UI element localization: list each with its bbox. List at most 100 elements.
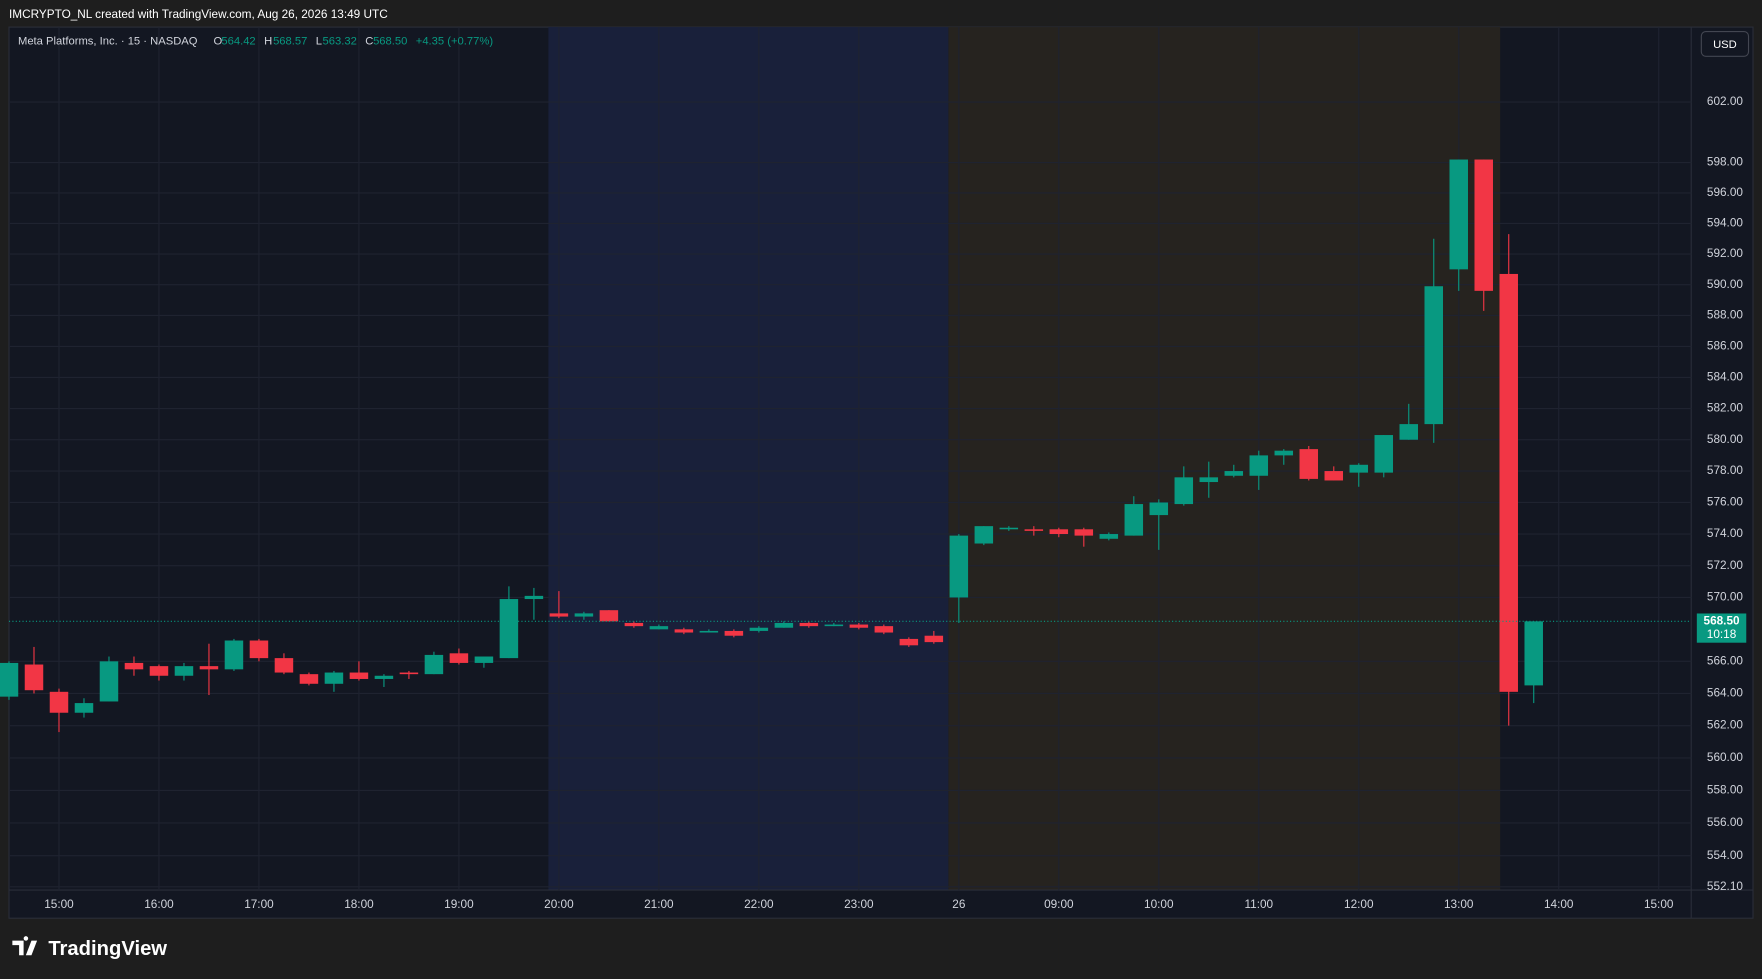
candle-body [574, 613, 594, 617]
candle-body [224, 640, 244, 670]
footer-brand: TradingView [48, 938, 167, 960]
session-band [548, 27, 949, 891]
legend-open: 564.42 [221, 36, 255, 48]
candle-body [1074, 529, 1094, 536]
candle-body [699, 630, 719, 633]
y-tick-label: 598.00 [1707, 156, 1743, 169]
y-tick-label: 566.00 [1707, 654, 1743, 667]
candle-body [174, 666, 194, 676]
x-tick-label: 22:00 [744, 898, 774, 911]
candle-body [1299, 449, 1319, 479]
y-tick-label: 560.00 [1707, 751, 1743, 764]
candle-body [1199, 477, 1219, 483]
legend-low-label: L [316, 36, 322, 48]
x-tick-label: 23:00 [844, 898, 874, 911]
candle-body [249, 640, 269, 659]
candle-body [999, 527, 1019, 530]
y-tick-label: 576.00 [1707, 496, 1743, 509]
x-tick-label: 16:00 [144, 898, 174, 911]
candle-body [274, 658, 294, 673]
legend-low: 563.32 [323, 36, 357, 48]
candle-body [499, 599, 519, 659]
candle-body [124, 662, 144, 670]
logo [12, 936, 38, 956]
legend-change: +4.35 (+0.77%) [416, 36, 494, 48]
candle-body [1474, 159, 1493, 291]
x-tick-label: 15:00 [1644, 898, 1674, 911]
candle-body [74, 703, 94, 713]
y-tick-label: 564.00 [1707, 687, 1743, 700]
candle-body [924, 635, 944, 643]
candle-body [874, 626, 894, 633]
candle-body [449, 653, 469, 663]
y-tick-label: 594.00 [1707, 217, 1743, 230]
y-tick-label: 602.00 [1707, 95, 1743, 108]
candle-body [399, 672, 419, 675]
candle-body [1099, 534, 1119, 539]
y-tick-label: 582.00 [1707, 402, 1743, 415]
candle-body [599, 610, 619, 622]
candle-body [1424, 286, 1443, 425]
x-tick-label: 15:00 [44, 898, 74, 911]
y-tick-label: 554.00 [1707, 849, 1743, 862]
y-tick-label: 562.00 [1707, 719, 1743, 732]
candle-body [1149, 502, 1169, 516]
candle-body [724, 630, 744, 636]
x-tick-label: 17:00 [244, 898, 274, 911]
candle-body [374, 675, 394, 679]
candle-body [624, 622, 644, 627]
x-tick-label: 11:00 [1244, 898, 1273, 911]
countdown-label: 10:18 [1707, 628, 1737, 641]
y-tick-label: 578.00 [1707, 464, 1743, 477]
x-tick-label: 18:00 [344, 898, 374, 911]
legend-close: 568.50 [373, 36, 407, 48]
y-tick-label: 586.00 [1707, 340, 1743, 353]
x-tick-label: 13:00 [1444, 898, 1474, 911]
candle-body [99, 661, 119, 702]
currency-button[interactable] [1700, 31, 1750, 57]
candle-body [1174, 477, 1194, 505]
candle-body [1324, 471, 1344, 481]
legend-close-label: C [365, 36, 373, 48]
candle-body [674, 629, 694, 633]
y-tick-label: 570.00 [1707, 591, 1743, 604]
candle-body [324, 672, 344, 684]
candles [0, 159, 1692, 733]
candle-body [424, 654, 444, 675]
candle-body [1374, 435, 1394, 473]
y-tick-label: 572.00 [1707, 559, 1743, 572]
currency-label[interactable]: USD [1713, 39, 1737, 51]
x-tick-label: 20:00 [544, 898, 574, 911]
x-tick-label: 26 [952, 898, 966, 911]
legend-open-label: O [214, 36, 223, 48]
y-tick-label: 558.00 [1707, 784, 1743, 797]
candle-body [1524, 621, 1543, 686]
candle-body [949, 535, 969, 598]
header: IMCRYPTO_NL created with TradingView.com… [9, 8, 388, 21]
y-tick-label: 596.00 [1707, 186, 1743, 199]
candle-body [899, 638, 919, 646]
x-tick-label: 21:00 [644, 898, 674, 911]
candle-body [649, 626, 669, 630]
candle-body [24, 664, 44, 691]
candle-body [849, 624, 869, 628]
candle-body [299, 674, 319, 684]
candle-body [524, 595, 544, 600]
session-band [948, 27, 1501, 891]
legend-high: 568.57 [273, 36, 307, 48]
y-tick-label: 556.00 [1707, 816, 1743, 829]
y-tick-label: 592.00 [1707, 247, 1743, 260]
x-tick-label: 19:00 [444, 898, 474, 911]
grid [8, 27, 1692, 891]
candle-body [1249, 455, 1269, 476]
candle-body [149, 666, 169, 676]
legend-high-label: H [264, 36, 272, 48]
x-tick-label: 09:00 [1044, 898, 1074, 911]
candle-body [974, 526, 994, 544]
candle-body [474, 656, 494, 663]
candle-body [0, 662, 19, 697]
candle-body [49, 691, 69, 713]
candle-body [1024, 529, 1044, 531]
x-tick-label: 14:00 [1544, 898, 1574, 911]
